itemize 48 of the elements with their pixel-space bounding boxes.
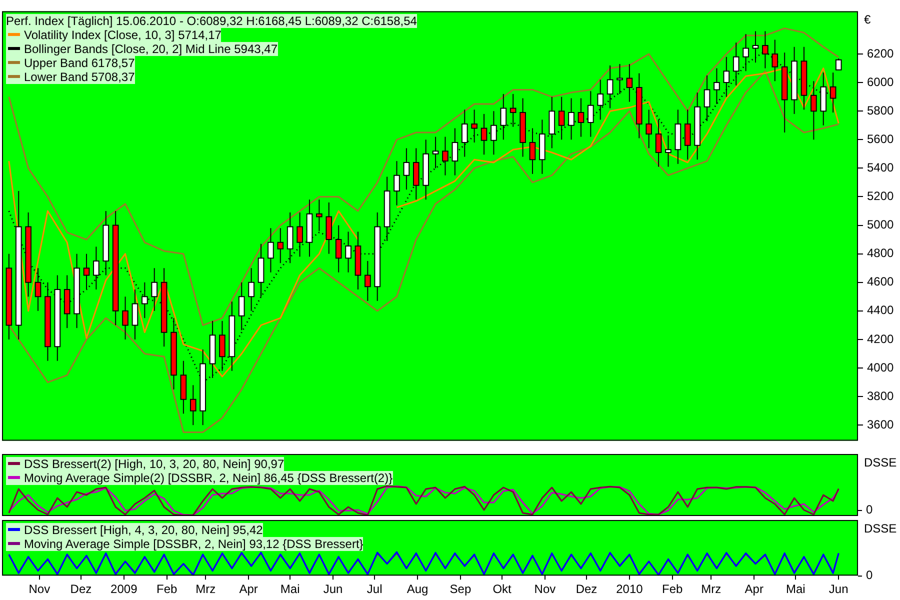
legend-label: Bollinger Bands [Close, 20, 2] Mid Line 5943,47 <box>6 42 278 56</box>
legend-label: Moving Average Simple(2) [DSSBR, 2, Nein] 86,45 {DSS Bressert(2)} <box>6 471 393 485</box>
x-tick-label: Apr <box>239 582 258 596</box>
legend-label: Upper Band 6178,57 <box>6 56 135 70</box>
x-tick-label: Aug <box>406 582 428 596</box>
legend-label: Lower Band 5708,37 <box>6 70 135 84</box>
x-tick-label: Mrz <box>196 582 216 596</box>
y-tick-label: 5000 <box>867 218 894 232</box>
x-tick-label: Jun <box>323 582 343 596</box>
x-tick-label: Mai <box>786 582 806 596</box>
x-tick-label: Mrz <box>701 582 722 596</box>
y-tick-label: 3800 <box>867 388 894 403</box>
x-tick-label: Nov <box>534 582 556 596</box>
x-tick-label: Mai <box>280 582 300 596</box>
y-tick-label: 4800 <box>867 246 894 260</box>
legend-label: DSS Bressert [High, 4, 3, 20, 80, Nein] 95,42 <box>6 523 263 537</box>
y-tick-label: 6000 <box>867 74 894 89</box>
y-axis-title: DSSE <box>864 521 897 536</box>
y-tick-label: 5400 <box>867 160 894 175</box>
y-tick-label: 5200 <box>867 189 894 204</box>
y-tick-label: 5600 <box>867 132 894 146</box>
x-tick-label: 2009 <box>110 582 138 596</box>
text: 0 <box>866 568 873 582</box>
y-tick-label: 4000 <box>867 360 894 374</box>
x-tick-label: Feb <box>662 582 684 596</box>
x-tick-label: Sep <box>450 582 472 596</box>
legend-label: Volatility Index [Close, 10, 3] 5714,17 <box>6 28 222 42</box>
x-tick-label: Apr <box>744 582 764 596</box>
y-axis-title: DSSE <box>864 455 897 470</box>
x-tick-label: Dez <box>576 582 598 596</box>
y-tick-label: 5800 <box>867 103 894 118</box>
x-tick-label: 2010 <box>616 582 644 596</box>
y-tick-label: 4200 <box>867 332 894 346</box>
x-tick-label: Okt <box>492 582 512 596</box>
y-tick-label: 4400 <box>867 303 894 318</box>
y-axis-title: € <box>864 12 871 27</box>
x-tick-label: Jul <box>366 582 382 596</box>
x-tick-label: Feb <box>156 582 178 596</box>
y-tick-label: 3600 <box>867 417 894 432</box>
x-tick-label: Dez <box>70 582 92 596</box>
legend-label: Moving Average Simple [DSSBR, 2, Nein] 93,12 {DSS Bressert} <box>6 537 364 551</box>
x-tick-label: Jun <box>828 582 848 596</box>
text: 0 <box>866 502 873 516</box>
legend-label: DSS Bressert(2) [High, 10, 3, 20, 80, Nein] 90,97 <box>6 457 284 471</box>
x-tick-label: Nov <box>28 582 50 596</box>
y-tick-label: 4600 <box>867 274 894 289</box>
chart-title: Perf. Index [Täglich] 15.06.2010 - O:6089,32 H:6168,45 L:6089,32 C:6158,54 <box>6 14 417 28</box>
y-tick-label: 6200 <box>867 46 894 60</box>
